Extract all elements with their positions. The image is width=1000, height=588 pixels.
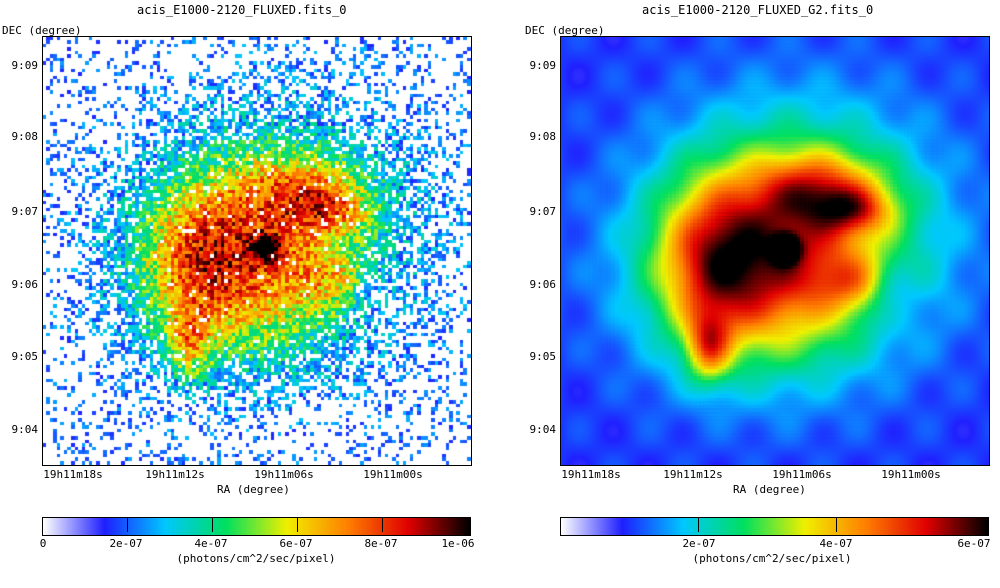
left-dec-tick: 9:09 — [11, 59, 39, 72]
right-image-canvas[interactable] — [561, 37, 989, 465]
left-dec-tick: 9:04 — [11, 423, 39, 436]
right-colorbar-gradient — [561, 518, 988, 535]
right-panel-title: acis_E1000-2120_FLUXED_G2.fits_0 — [642, 3, 874, 17]
right-dec-axis-label: DEC (degree) — [525, 24, 605, 37]
left-dec-tick: 9:08 — [11, 130, 39, 143]
right-dec-tick: 9:04 — [529, 423, 557, 436]
right-dec-tick: 9:08 — [529, 130, 557, 143]
right-ra-tick: 19h11m12s — [663, 468, 723, 481]
left-ra-tick: 19h11m00s — [363, 468, 423, 481]
left-colorbar-label: 8e-07 — [364, 537, 398, 550]
left-colorbar-unit: (photons/cm^2/sec/pixel) — [176, 552, 336, 565]
right-colorbar-label: 2e-07 — [682, 537, 716, 550]
left-ra-tick: 19h11m18s — [43, 468, 103, 481]
left-panel-title: acis_E1000-2120_FLUXED.fits_0 — [137, 3, 347, 17]
right-image-plot[interactable] — [560, 36, 990, 466]
left-colorbar-label: 1e-06 — [441, 537, 475, 550]
left-colorbar-label: 6e-07 — [279, 537, 313, 550]
left-colorbar-label: 2e-07 — [109, 537, 143, 550]
right-dec-tick: 9:06 — [529, 278, 557, 291]
left-ra-tick: 19h11m06s — [254, 468, 314, 481]
left-ra-axis-label: RA (degree) — [217, 483, 290, 496]
left-colorbar-tickmark — [212, 518, 213, 532]
left-colorbar-tickmark — [127, 518, 128, 532]
left-image-canvas[interactable] — [43, 37, 471, 465]
left-colorbar — [42, 517, 471, 536]
right-colorbar-tickmark — [836, 518, 837, 532]
left-colorbar-label: 0 — [39, 537, 47, 550]
right-ra-axis-label: RA (degree) — [733, 483, 806, 496]
left-dec-tick: 9:06 — [11, 278, 39, 291]
left-dec-tick: 9:05 — [11, 350, 39, 363]
right-ra-tick: 19h11m06s — [772, 468, 832, 481]
left-colorbar-gradient — [43, 518, 470, 535]
right-colorbar-label: 6e-07 — [957, 537, 991, 550]
left-dec-tick: 9:07 — [11, 205, 39, 218]
left-dec-axis-label: DEC (degree) — [2, 24, 82, 37]
left-ra-tick: 19h11m12s — [145, 468, 205, 481]
left-colorbar-tickmark — [297, 518, 298, 532]
right-dec-tick: 9:09 — [529, 59, 557, 72]
right-dec-tick: 9:07 — [529, 205, 557, 218]
right-colorbar-tickmark — [698, 518, 699, 532]
right-ra-tick: 19h11m18s — [561, 468, 621, 481]
right-ra-tick: 19h11m00s — [881, 468, 941, 481]
left-colorbar-label: 4e-07 — [194, 537, 228, 550]
left-colorbar-tickmark — [382, 518, 383, 532]
right-dec-tick: 9:05 — [529, 350, 557, 363]
right-colorbar-unit: (photons/cm^2/sec/pixel) — [692, 552, 852, 565]
right-colorbar — [560, 517, 989, 536]
right-colorbar-label: 4e-07 — [819, 537, 853, 550]
left-image-plot[interactable] — [42, 36, 472, 466]
